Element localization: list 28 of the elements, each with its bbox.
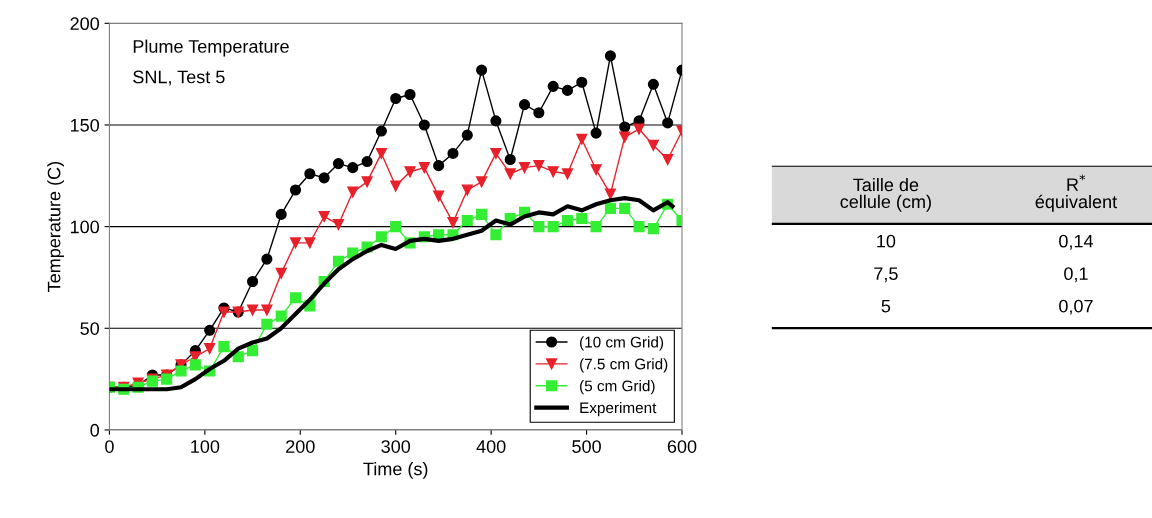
annotation: SNL, Test 5 <box>133 70 225 86</box>
text: 7,5 <box>874 267 898 283</box>
y-tick-label: 200 <box>70 17 100 31</box>
legend-label: (7.5 cm Grid) <box>580 358 668 373</box>
x-axis-title: Time (s) <box>363 462 428 479</box>
x-tick-label: 0 <box>105 440 114 453</box>
text: R$^{*}$ équivalent <box>1035 174 1117 212</box>
text: 10 <box>877 234 896 248</box>
x-tick-label: 100 <box>191 440 220 453</box>
y-tick-label: 50 <box>80 322 100 335</box>
x-tick-label: 400 <box>476 440 506 453</box>
text: 0,14 <box>1059 234 1094 250</box>
legend-label: (5 cm Grid) <box>580 380 655 395</box>
y-axis-title: Temperature (C) <box>47 162 65 292</box>
text: 0,1 <box>1064 267 1088 283</box>
x-tick-label: 600 <box>667 440 697 453</box>
y-tick-label: 150 <box>70 118 100 132</box>
x-tick-label: 500 <box>572 440 601 453</box>
text: 5 <box>881 299 891 313</box>
legend-label: (10 cm Grid) <box>580 336 664 351</box>
x-tick-label: 300 <box>381 440 411 453</box>
y-tick-label: 0 <box>90 423 100 437</box>
legend-label: Experiment <box>580 401 657 417</box>
y-tick-label: 100 <box>70 220 100 234</box>
text: 0,07 <box>1059 299 1093 315</box>
text: Taille de cellule (cm) <box>840 177 931 212</box>
x-tick-label: 200 <box>286 440 315 453</box>
annotation: Plume Temperature <box>133 39 289 57</box>
